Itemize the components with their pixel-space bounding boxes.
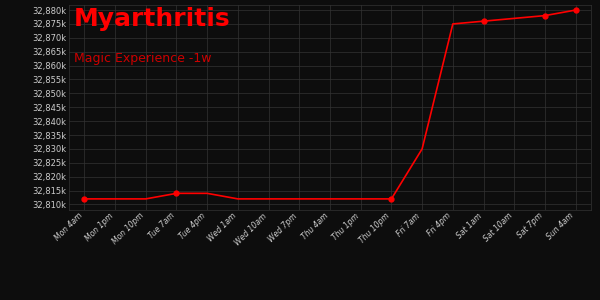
Text: Myarthritis: Myarthritis: [74, 7, 231, 31]
Text: Magic Experience -1w: Magic Experience -1w: [74, 52, 212, 65]
